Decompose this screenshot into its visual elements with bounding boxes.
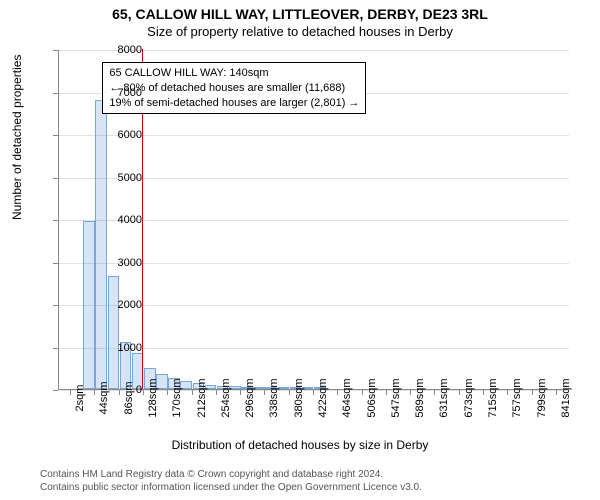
xtick-mark — [143, 390, 144, 395]
xtick-mark — [167, 390, 168, 395]
ytick-mark — [53, 93, 58, 94]
xtick-mark — [434, 390, 435, 395]
footer-attribution: Contains HM Land Registry data © Crown c… — [40, 468, 422, 494]
ytick-label: 5000 — [82, 172, 142, 184]
xtick-mark — [337, 390, 338, 395]
xtick-label: 841sqm — [560, 378, 572, 417]
ytick-mark — [53, 305, 58, 306]
xtick-label: 422sqm — [317, 378, 329, 417]
ytick-mark — [53, 348, 58, 349]
chart-title-sub: Size of property relative to detached ho… — [0, 22, 600, 39]
xtick-label: 296sqm — [244, 378, 256, 417]
footer-line1: Contains HM Land Registry data © Crown c… — [40, 468, 422, 481]
y-axis-label: Number of detached properties — [10, 55, 24, 220]
annotation-line: ← 80% of detached houses are smaller (11… — [109, 81, 359, 96]
xtick-mark — [483, 390, 484, 395]
xtick-label: 44sqm — [98, 381, 110, 414]
xtick-label: 128sqm — [147, 378, 159, 417]
ytick-mark — [53, 178, 58, 179]
xtick-label: 673sqm — [463, 378, 475, 417]
xtick-mark — [532, 390, 533, 395]
xtick-label: 380sqm — [293, 378, 305, 417]
ytick-label: 2000 — [82, 299, 142, 311]
xtick-mark — [556, 390, 557, 395]
xtick-label: 757sqm — [511, 378, 523, 417]
xtick-label: 2sqm — [74, 385, 86, 412]
xtick-label: 464sqm — [341, 378, 353, 417]
ytick-mark — [53, 263, 58, 264]
xtick-label: 254sqm — [220, 378, 232, 417]
xtick-mark — [459, 390, 460, 395]
annotation-line: 19% of semi-detached houses are larger (… — [109, 96, 359, 111]
ytick-mark — [53, 135, 58, 136]
xtick-mark — [94, 390, 95, 395]
ytick-label: 4000 — [82, 214, 142, 226]
histogram-bar — [108, 276, 120, 389]
xtick-label: 631sqm — [438, 378, 450, 417]
xtick-label: 506sqm — [366, 378, 378, 417]
xtick-mark — [386, 390, 387, 395]
xtick-mark — [70, 390, 71, 395]
xtick-label: 715sqm — [487, 378, 499, 417]
xtick-label: 86sqm — [123, 381, 135, 414]
ytick-mark — [53, 220, 58, 221]
xtick-mark — [410, 390, 411, 395]
ytick-label: 6000 — [82, 129, 142, 141]
xtick-mark — [216, 390, 217, 395]
annotation-line: 65 CALLOW HILL WAY: 140sqm — [109, 66, 359, 81]
ytick-label: 8000 — [82, 44, 142, 56]
xtick-mark — [264, 390, 265, 395]
ytick-label: 3000 — [82, 257, 142, 269]
xtick-mark — [507, 390, 508, 395]
xtick-label: 547sqm — [390, 378, 402, 417]
xtick-label: 212sqm — [196, 378, 208, 417]
ytick-label: 1000 — [82, 342, 142, 354]
xtick-mark — [192, 390, 193, 395]
xtick-mark — [119, 390, 120, 395]
footer-line2: Contains public sector information licen… — [40, 481, 422, 494]
ytick-label: 7000 — [82, 87, 142, 99]
ytick-mark — [53, 390, 58, 391]
xtick-mark — [313, 390, 314, 395]
xtick-mark — [362, 390, 363, 395]
xtick-label: 338sqm — [268, 378, 280, 417]
xtick-label: 170sqm — [171, 378, 183, 417]
ytick-mark — [53, 50, 58, 51]
xtick-mark — [240, 390, 241, 395]
chart-title-main: 65, CALLOW HILL WAY, LITTLEOVER, DERBY, … — [0, 0, 600, 22]
x-axis-label: Distribution of detached houses by size … — [0, 438, 600, 452]
xtick-label: 799sqm — [536, 378, 548, 417]
xtick-mark — [289, 390, 290, 395]
xtick-label: 589sqm — [414, 378, 426, 417]
